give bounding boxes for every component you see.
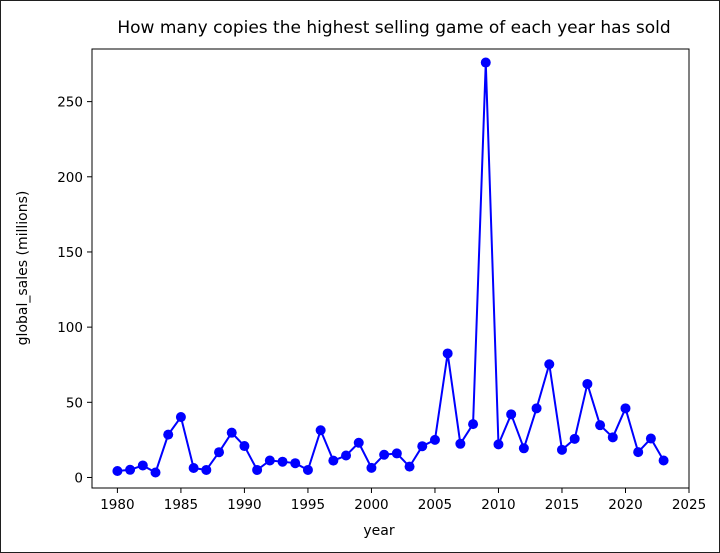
data-point <box>341 450 352 461</box>
data-point <box>582 378 593 389</box>
data-point <box>493 439 504 450</box>
data-point <box>239 441 250 452</box>
data-point <box>544 359 555 370</box>
data-point <box>315 425 326 436</box>
data-point <box>442 348 453 359</box>
data-point <box>175 412 186 423</box>
data-point <box>264 455 275 466</box>
y-tick-label: 200 <box>57 170 83 186</box>
axes: 1980 1985 1990 1995 2000 2005 2010 2015 2020 2025… <box>57 48 706 513</box>
data-point <box>150 467 161 478</box>
x-tick-label: 1980 <box>100 497 134 513</box>
data-point <box>137 460 148 471</box>
y-tick-label: 150 <box>57 245 83 261</box>
x-tick-label: 2020 <box>608 497 642 513</box>
series-line <box>117 61 665 474</box>
y-tick-label: 250 <box>57 95 83 111</box>
x-axis-title: year <box>363 523 394 539</box>
data-point <box>328 455 339 466</box>
data-point <box>595 420 606 431</box>
y-tick-label: 0 <box>74 470 83 486</box>
data-point <box>658 455 669 466</box>
data-point <box>518 443 529 454</box>
data-point <box>531 403 542 414</box>
x-tick-label: 1990 <box>227 497 261 513</box>
data-point <box>417 441 428 452</box>
y-tick-label: 100 <box>57 320 83 336</box>
data-point <box>125 464 136 475</box>
x-tick-label: 2015 <box>545 497 579 513</box>
x-tick-label: 1985 <box>164 497 198 513</box>
plot-area-frame <box>91 48 690 489</box>
data-point <box>556 444 567 455</box>
data-point <box>620 403 631 414</box>
data-point <box>226 427 237 438</box>
chart-title: How many copies the highest selling game… <box>117 18 670 38</box>
data-point <box>163 429 174 440</box>
data-point <box>480 57 491 68</box>
x-tick-label: 2010 <box>481 497 515 513</box>
data-point <box>302 464 313 475</box>
data-point <box>112 466 123 477</box>
data-point <box>379 449 390 460</box>
x-tick-label: 2000 <box>354 497 388 513</box>
data-point <box>353 437 364 448</box>
data-point <box>569 433 580 444</box>
x-tick-label: 2005 <box>418 497 452 513</box>
data-point <box>366 462 377 473</box>
data-point <box>506 409 517 420</box>
y-tick-label: 50 <box>66 395 83 411</box>
data-point <box>455 438 466 449</box>
data-point <box>188 463 199 474</box>
data-point <box>277 456 288 467</box>
data-point <box>391 448 402 459</box>
data-point <box>252 464 263 475</box>
x-tick-label: 2025 <box>672 497 706 513</box>
series-plot <box>112 57 669 478</box>
data-point <box>633 447 644 458</box>
data-point <box>468 419 479 430</box>
data-point <box>290 458 301 469</box>
x-tick-label: 1995 <box>291 497 325 513</box>
data-point <box>607 432 618 443</box>
y-axis-title: global_sales (millions) <box>15 191 31 346</box>
data-point <box>201 464 212 475</box>
data-point <box>645 433 656 444</box>
data-point <box>214 447 225 458</box>
data-point <box>429 434 440 445</box>
data-point <box>404 461 415 472</box>
